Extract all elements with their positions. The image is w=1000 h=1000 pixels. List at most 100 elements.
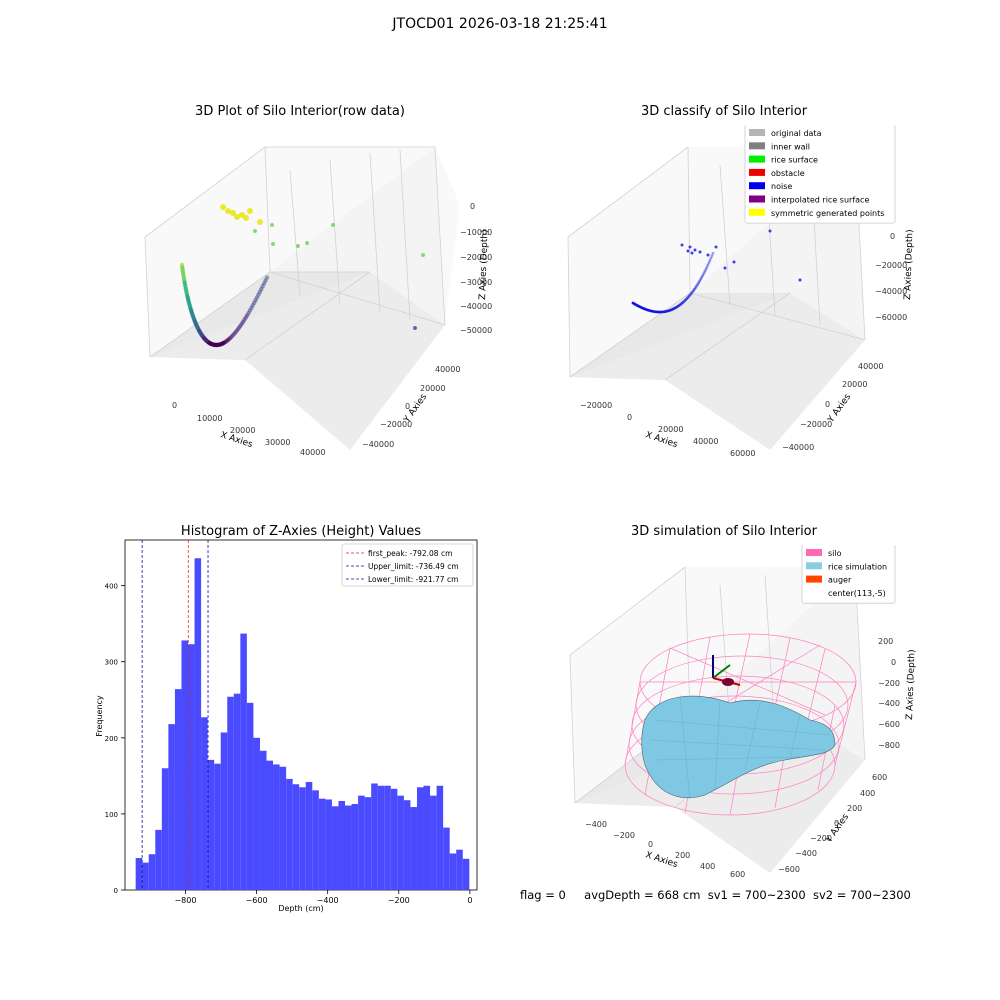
- panel1-zlabel: Z Axies (Depth): [478, 229, 490, 300]
- histogram-bar: [201, 717, 208, 890]
- data-point: [413, 326, 417, 330]
- data-point: [225, 208, 231, 214]
- legend-label: rice simulation: [828, 562, 887, 571]
- histogram-xtick-label: −800: [174, 896, 196, 905]
- auger-marker: [712, 655, 741, 686]
- data-point: [699, 277, 703, 281]
- histogram-xticks: −800 −600 −400 −200 0: [174, 890, 472, 905]
- histogram-bar: [188, 644, 195, 890]
- panel2-ytick: 0: [825, 400, 830, 409]
- legend-label: auger: [828, 576, 852, 585]
- panel4-ztick: −400: [878, 699, 900, 708]
- histogram-bar: [449, 853, 457, 890]
- panel2-xtick: −20000: [580, 401, 612, 410]
- legend-box: [744, 125, 896, 224]
- panel4-xtick: −400: [585, 820, 607, 829]
- histogram-bar: [273, 764, 280, 890]
- panel1-ztick: −50000: [460, 326, 492, 335]
- histogram-bar: [377, 785, 385, 890]
- data-point: [230, 210, 236, 216]
- legend-label: inner wall: [771, 142, 810, 151]
- legend-swatch: [749, 208, 765, 216]
- legend-swatch: [806, 562, 822, 570]
- data-point: [686, 249, 690, 253]
- histogram-bar: [207, 759, 215, 890]
- panel4-xtick: 200: [675, 851, 690, 860]
- panel4-ytick: 0: [834, 819, 839, 828]
- panel2-3d-scatter: −20000 0 20000 40000 60000 40000 20000 0…: [567, 125, 915, 458]
- histogram-bar: [364, 797, 372, 890]
- legend-swatch: [806, 575, 822, 583]
- histogram-bar: [194, 558, 202, 890]
- data-point: [296, 244, 300, 248]
- panel4-yticks: 600 400 200 0 −200 −400 −600: [778, 773, 887, 874]
- histogram-xtick-label: 0: [467, 896, 472, 905]
- panel1-xtick: 0: [172, 401, 177, 410]
- legend-swatch: [749, 195, 765, 203]
- histogram-bar: [423, 785, 431, 890]
- legend-label: symmetric generated points: [771, 209, 884, 218]
- legend-label: first_peak: -792.08 cm: [368, 549, 452, 558]
- panel2-xtick: 40000: [693, 437, 718, 446]
- panel4-zticks: 200 0 −200 −400 −600 −800: [878, 637, 900, 750]
- data-point: [714, 245, 718, 249]
- histogram-bar: [397, 795, 404, 890]
- legend-swatch: [806, 549, 822, 556]
- panel1-ytick: 0: [405, 402, 410, 411]
- panel1-point-cloud: [179, 204, 425, 348]
- data-point: [331, 223, 335, 227]
- panel2-floor: [570, 293, 865, 450]
- panel1-zticks: 0 −10000 −20000 −30000 −40000 −50000: [460, 202, 492, 335]
- histogram-chart: −800 −600 −400 −200 0 0 100 200 300 400 Depth (c…: [95, 539, 478, 913]
- data-point: [270, 223, 274, 227]
- histogram-bar: [384, 785, 391, 890]
- panel4-xtick: 400: [700, 862, 715, 871]
- panel4-ytick: 600: [872, 773, 887, 782]
- data-point: [706, 263, 710, 267]
- histogram-bar: [279, 766, 287, 890]
- legend-label: noise: [771, 182, 792, 191]
- panel1-yticks: 40000 20000 0 −20000 −40000: [362, 365, 460, 449]
- data-point: [421, 253, 425, 257]
- panel2-ytick: 20000: [842, 380, 867, 389]
- data-point: [708, 258, 712, 262]
- footer-sv1: sv1 = 700~2300: [707, 888, 806, 902]
- data-point: [264, 275, 270, 280]
- data-point: [305, 241, 309, 245]
- panel4-ztick: −600: [878, 720, 900, 729]
- data-point: [680, 243, 684, 247]
- auger-axis-y: [712, 664, 731, 679]
- legend-label: rice surface: [771, 156, 818, 165]
- data-point: [705, 265, 709, 269]
- panel4-xticks: −400 −200 0 200 400 600: [585, 820, 745, 879]
- histogram-bar: [410, 807, 417, 890]
- panel3-title: Histogram of Z-Axies (Height) Values: [180, 524, 422, 539]
- panel1-xtick: 10000: [197, 414, 222, 423]
- legend-label: obstacle: [771, 169, 805, 178]
- legend-swatch: [749, 182, 765, 190]
- panel2-ztick: −20000: [875, 261, 907, 270]
- data-point: [688, 245, 692, 249]
- panel2-legend: original data inner wall rice surface obsta…: [744, 125, 896, 224]
- panel1-ytick: −20000: [380, 420, 412, 429]
- panel1-xtick: 20000: [230, 426, 255, 435]
- panel4-ytick: 400: [860, 789, 875, 798]
- panel2-title: 3D classify of Silo Interior: [640, 104, 808, 119]
- histogram-ytick-label: 100: [105, 811, 118, 819]
- panel2-xtick: 0: [627, 413, 632, 422]
- histogram-bar: [403, 800, 411, 890]
- panel4-xtick: 0: [648, 840, 653, 849]
- panel4-ytick: −600: [778, 865, 800, 874]
- panel1-ztick: −40000: [460, 302, 492, 311]
- legend-label: interpolated rice surface: [771, 196, 869, 205]
- data-point: [768, 229, 772, 233]
- histogram-bar: [142, 862, 149, 890]
- panel1-xtick: 40000: [300, 448, 325, 457]
- panel4-zlabel: Z Axies (Depth): [905, 649, 917, 720]
- histogram-xtick-label: −400: [317, 896, 339, 905]
- histogram-ytick-label: 300: [105, 659, 118, 667]
- data-point: [271, 242, 275, 246]
- histogram-bar: [318, 798, 326, 890]
- panel4-ztick: 0: [891, 658, 896, 667]
- rice-mesh: [649, 694, 831, 801]
